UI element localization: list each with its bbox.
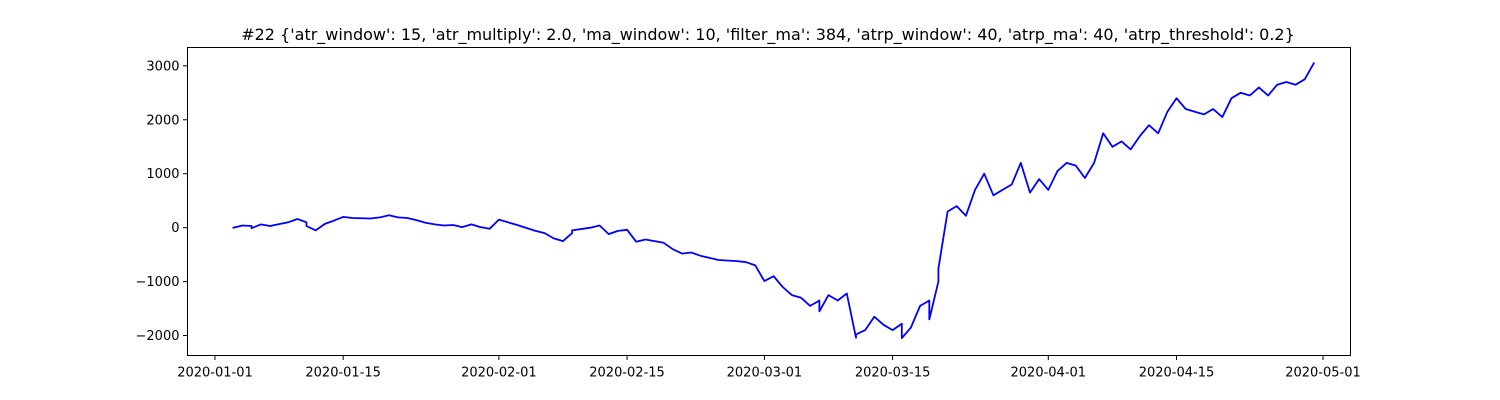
y-axis: −2000 −1000 0 1000 2000 3000 [136, 59, 188, 344]
y-tick-label: 2000 [146, 113, 179, 128]
x-axis: 2020-01-01 2020-01-15 2020-02-01 2020-02-15… [177, 355, 1361, 381]
series-layer [232, 62, 1315, 340]
x-tick-label: 2020-03-01 [727, 366, 803, 381]
y-tick-label: 3000 [146, 59, 179, 74]
chart-title: #22 {'atr_window': 15, 'atr_multiply': 2… [241, 25, 1295, 45]
x-tick-label: 2020-01-15 [305, 366, 381, 381]
x-tick-label: 2020-02-15 [589, 366, 665, 381]
x-tick-label: 2020-04-01 [1011, 366, 1087, 381]
x-tick-label: 2020-03-15 [855, 366, 931, 381]
x-tick-label: 2020-04-15 [1139, 366, 1215, 381]
y-tick-label: 0 [171, 221, 179, 236]
x-tick-label: 2020-01-01 [177, 366, 253, 381]
y-tick-label: −1000 [136, 275, 180, 290]
plot-frame [187, 47, 1351, 356]
x-tick-label: 2020-05-01 [1285, 366, 1361, 381]
y-tick-label: −2000 [136, 329, 180, 344]
y-tick-label: 1000 [146, 167, 179, 182]
x-tick-label: 2020-02-01 [461, 366, 537, 381]
series-line [232, 62, 1315, 340]
